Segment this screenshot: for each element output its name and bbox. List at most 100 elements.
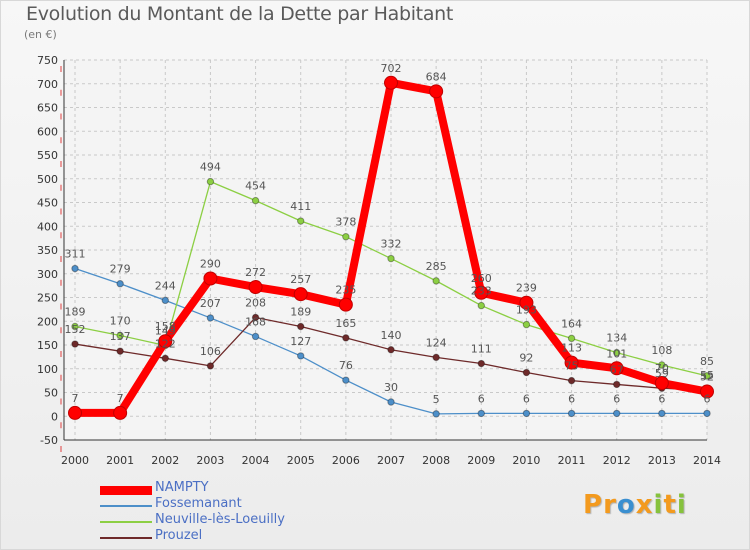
data-point	[342, 334, 350, 342]
y-tick-label: 500	[37, 173, 58, 186]
data-label: 239	[516, 282, 537, 295]
data-label: 257	[290, 273, 311, 286]
data-label: 76	[339, 359, 353, 372]
data-label: 111	[471, 343, 492, 356]
y-tick-label: 0	[51, 410, 58, 423]
y-tick-label: 600	[37, 125, 58, 138]
data-point	[477, 409, 485, 418]
data-point	[116, 331, 124, 340]
data-label: 134	[606, 332, 627, 345]
data-label: 168	[245, 315, 266, 328]
x-tick-label: 2003	[196, 454, 224, 467]
legend-swatch-nampty	[100, 486, 152, 495]
logo-letter: r	[603, 490, 617, 520]
y-tick-label: 100	[37, 363, 58, 376]
data-point	[387, 254, 395, 263]
data-point	[251, 313, 260, 322]
data-label: 170	[110, 315, 131, 328]
x-tick-label: 2000	[61, 454, 89, 467]
data-label: 244	[155, 279, 176, 292]
data-label: 6	[523, 392, 530, 405]
data-label: 108	[651, 344, 672, 357]
logo-letter: t	[663, 490, 677, 520]
data-point	[522, 409, 531, 418]
data-label: 7	[72, 392, 79, 405]
data-label: 260	[471, 272, 492, 285]
data-point	[203, 271, 218, 286]
y-tick-label: 250	[37, 292, 58, 305]
data-label: 122	[155, 337, 176, 350]
logo-letter: P	[583, 490, 604, 520]
data-point	[68, 405, 82, 420]
data-label: 411	[290, 200, 311, 213]
data-point	[71, 322, 79, 331]
data-point	[293, 287, 308, 302]
data-label: 233	[471, 285, 492, 298]
data-point	[522, 320, 531, 329]
data-label: 332	[381, 238, 402, 251]
data-label: 92	[519, 352, 533, 365]
data-label: 311	[65, 248, 86, 261]
data-label: 208	[245, 296, 266, 309]
data-point	[477, 301, 485, 310]
data-label: 140	[381, 329, 402, 342]
data-point	[206, 314, 215, 322]
data-point	[613, 348, 621, 357]
data-label: 55	[700, 369, 714, 382]
data-point	[658, 409, 666, 418]
data-label: 5	[433, 393, 440, 406]
legend-swatch-neuville	[100, 521, 152, 523]
data-point	[71, 264, 79, 273]
data-label: 279	[110, 263, 131, 276]
data-point	[613, 380, 621, 389]
data-label: 30	[384, 381, 398, 394]
data-point	[429, 84, 444, 99]
data-label: 454	[245, 180, 266, 193]
y-tick-label: 450	[37, 197, 58, 210]
legend-swatch-fossemanant	[100, 505, 152, 507]
data-point	[161, 296, 169, 305]
chart-subtitle: (en €)	[24, 28, 57, 41]
y-tick-label: 650	[37, 102, 58, 115]
data-label: 70	[655, 362, 669, 375]
data-label: 124	[426, 336, 447, 349]
data-point	[477, 359, 485, 368]
data-point	[703, 372, 711, 380]
data-label: 67	[610, 363, 624, 376]
x-tick-label: 2013	[648, 454, 676, 467]
data-point	[700, 384, 714, 399]
proxiti-logo: Proxiti	[583, 490, 687, 520]
x-tick-label: 2008	[422, 454, 450, 467]
data-label: 137	[110, 330, 131, 343]
data-point	[116, 347, 124, 355]
data-point	[567, 334, 576, 343]
data-label: 684	[426, 70, 447, 83]
data-label: 164	[561, 317, 582, 330]
data-point	[519, 295, 534, 310]
data-point	[654, 376, 669, 390]
data-label: 149	[155, 324, 176, 337]
data-label: 75	[565, 360, 579, 373]
x-tick-label: 2011	[558, 454, 586, 467]
logo-letter: i	[653, 490, 664, 520]
data-point	[297, 217, 305, 225]
data-point	[113, 405, 128, 420]
chart-title: Evolution du Montant de la Dette par Hab…	[26, 3, 454, 25]
data-label: 85	[700, 355, 714, 368]
legend-label-neuville: Neuville-lès-Loeuilly	[155, 512, 285, 527]
data-point	[432, 353, 440, 362]
data-point	[432, 277, 440, 285]
data-label: 207	[200, 297, 221, 310]
legend-swatch-prouzel	[100, 537, 152, 539]
data-point	[567, 409, 576, 418]
data-point	[342, 233, 350, 241]
x-tick-label: 2006	[332, 454, 360, 467]
x-tick-label: 2010	[512, 454, 540, 467]
data-label: 235	[335, 284, 356, 297]
x-tick-label: 2002	[151, 454, 179, 467]
data-label: 6	[568, 392, 575, 405]
legend-label-prouzel: Prouzel	[155, 528, 203, 543]
y-tick-label: 50	[44, 387, 58, 400]
y-tick-label: 350	[37, 244, 58, 257]
